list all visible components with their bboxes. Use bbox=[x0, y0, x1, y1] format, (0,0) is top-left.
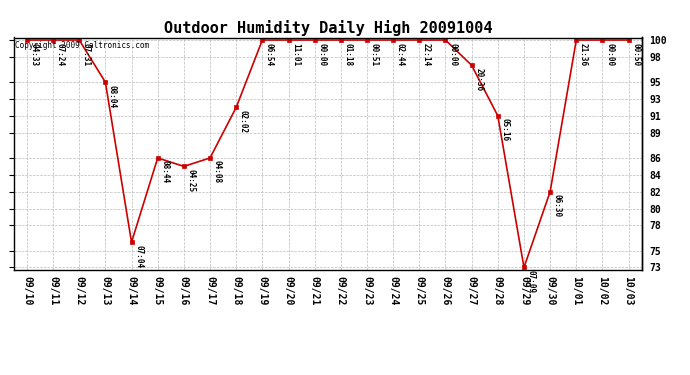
Text: 07:31: 07:31 bbox=[82, 42, 91, 66]
Text: 06:54: 06:54 bbox=[265, 42, 274, 66]
Text: Copyright 2009 Caltronics.com: Copyright 2009 Caltronics.com bbox=[15, 41, 149, 50]
Text: 04:08: 04:08 bbox=[213, 160, 221, 184]
Text: 00:50: 00:50 bbox=[631, 42, 640, 66]
Text: 00:00: 00:00 bbox=[605, 42, 614, 66]
Text: 07:24: 07:24 bbox=[56, 42, 65, 66]
Text: 00:00: 00:00 bbox=[317, 42, 326, 66]
Text: 04:33: 04:33 bbox=[30, 42, 39, 66]
Text: 21:36: 21:36 bbox=[579, 42, 588, 66]
Text: 22:14: 22:14 bbox=[422, 42, 431, 66]
Text: 08:04: 08:04 bbox=[108, 85, 117, 108]
Text: 07:04: 07:04 bbox=[134, 245, 143, 268]
Text: 02:44: 02:44 bbox=[396, 42, 405, 66]
Text: 00:00: 00:00 bbox=[448, 42, 457, 66]
Text: 04:25: 04:25 bbox=[186, 169, 195, 192]
Text: 05:16: 05:16 bbox=[500, 118, 509, 141]
Text: 20:36: 20:36 bbox=[474, 68, 483, 91]
Text: 00:51: 00:51 bbox=[370, 42, 379, 66]
Text: 02:02: 02:02 bbox=[239, 110, 248, 133]
Text: 01:18: 01:18 bbox=[344, 42, 353, 66]
Title: Outdoor Humidity Daily High 20091004: Outdoor Humidity Daily High 20091004 bbox=[164, 20, 492, 36]
Text: 06:30: 06:30 bbox=[553, 194, 562, 217]
Text: 11:01: 11:01 bbox=[291, 42, 300, 66]
Text: 08:44: 08:44 bbox=[160, 160, 169, 184]
Text: 07:09: 07:09 bbox=[526, 270, 535, 293]
